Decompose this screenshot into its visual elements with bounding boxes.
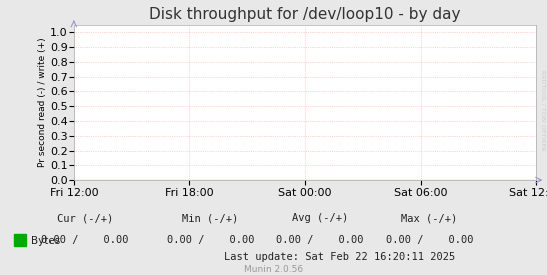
Text: RRDTOOL / TOBI OETIKER: RRDTOOL / TOBI OETIKER [541, 70, 546, 150]
Title: Disk throughput for /dev/loop10 - by day: Disk throughput for /dev/loop10 - by day [149, 7, 461, 22]
Text: 0.00 /    0.00: 0.00 / 0.00 [167, 235, 254, 245]
Text: Avg (-/+): Avg (-/+) [292, 213, 348, 223]
Text: 0.00 /    0.00: 0.00 / 0.00 [386, 235, 473, 245]
Text: Last update: Sat Feb 22 16:20:11 2025: Last update: Sat Feb 22 16:20:11 2025 [224, 252, 455, 262]
Text: Munin 2.0.56: Munin 2.0.56 [244, 265, 303, 274]
Text: Bytes: Bytes [31, 236, 60, 246]
Text: 0.00 /    0.00: 0.00 / 0.00 [41, 235, 129, 245]
Text: Cur (-/+): Cur (-/+) [57, 213, 113, 223]
Text: Max (-/+): Max (-/+) [401, 213, 457, 223]
Y-axis label: Pr second read (-) / write (+): Pr second read (-) / write (+) [38, 38, 47, 167]
Text: 0.00 /    0.00: 0.00 / 0.00 [276, 235, 364, 245]
Text: Min (-/+): Min (-/+) [183, 213, 238, 223]
